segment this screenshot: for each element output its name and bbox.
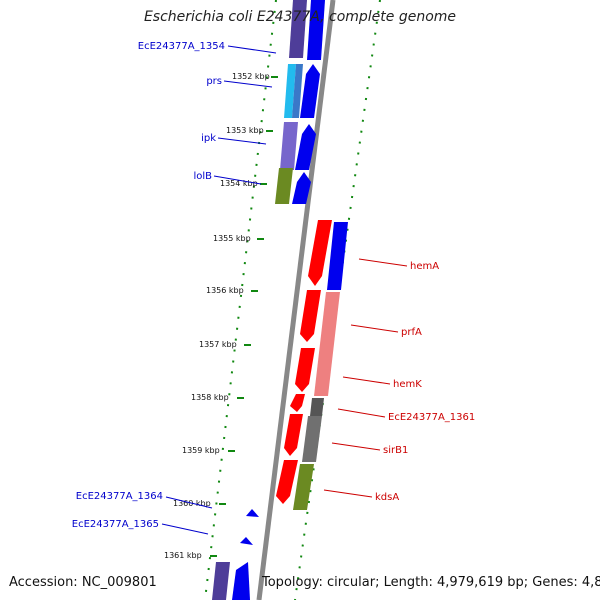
forward-arrows <box>232 0 325 600</box>
tick-labels: 1352 kbp 1353 kbp 1354 kbp 1355 kbp 1356… <box>164 72 270 560</box>
tick-label-1358: 1358 kbp <box>191 393 229 402</box>
gene-label-lolB[interactable]: lolB <box>193 171 212 182</box>
gene-box-ipk[interactable] <box>280 122 298 170</box>
tick-label-1361: 1361 kbp <box>164 551 202 560</box>
gene-arrow[interactable] <box>284 414 303 456</box>
gene-label-hemK[interactable]: hemK <box>393 379 422 390</box>
gene-label-EcE24377A_1354[interactable]: EcE24377A_1354 <box>138 41 225 52</box>
gene-arrow[interactable] <box>292 172 311 204</box>
forward-gene-labels: EcE24377A_1354 prs ipk lolB EcE24377A_13… <box>72 41 225 530</box>
gene-box-hemA[interactable] <box>327 222 348 290</box>
gene-label-EcE24377A_1365[interactable]: EcE24377A_1365 <box>72 519 159 530</box>
forward-boxes <box>212 0 307 600</box>
reverse-gene-labels: hemA prfA hemK EcE24377A_1361 sirB1 kdsA <box>375 261 475 503</box>
gene-label-ipk[interactable]: ipk <box>201 133 216 144</box>
reverse-leaders <box>323 258 408 498</box>
gene-arrow[interactable] <box>300 290 321 342</box>
gene-arrow[interactable] <box>307 0 325 60</box>
gene-box-lolB[interactable] <box>275 168 293 204</box>
gene-label-EcE24377A_1361[interactable]: EcE24377A_1361 <box>388 412 475 423</box>
gene-arrow[interactable] <box>295 348 315 392</box>
genome-backbone <box>256 0 336 600</box>
gene-arrow[interactable] <box>232 562 250 600</box>
gene-label-hemA[interactable]: hemA <box>410 261 439 272</box>
outer-dotted-ring <box>294 0 381 600</box>
genome-summary-text: Topology: circular; Length: 4,979,619 bp… <box>262 575 600 590</box>
tick-label-1353: 1353 kbp <box>226 126 264 135</box>
gene-arrow[interactable] <box>290 394 305 412</box>
accession-text: Accession: NC_009801 <box>9 575 157 590</box>
tick-label-1359: 1359 kbp <box>182 446 220 455</box>
gene-label-prs[interactable]: prs <box>206 76 222 87</box>
gene-label-kdsA[interactable]: kdsA <box>375 492 399 503</box>
tick-label-1354: 1354 kbp <box>220 179 258 188</box>
gene-box-prs-dark[interactable] <box>292 64 303 118</box>
gene-arrow[interactable] <box>246 509 259 517</box>
forward-leaders <box>161 45 277 535</box>
tick-label-1357: 1357 kbp <box>199 340 237 349</box>
gene-box-kdsA[interactable] <box>293 464 314 510</box>
gene-box-1361[interactable] <box>310 398 324 416</box>
tick-label-1355: 1355 kbp <box>213 234 251 243</box>
reverse-boxes <box>293 222 348 510</box>
gene-box-prfA[interactable] <box>314 292 340 396</box>
inner-dotted-ring <box>204 0 277 600</box>
gene-arrow[interactable] <box>240 537 253 545</box>
tick-label-1356: 1356 kbp <box>206 286 244 295</box>
reverse-arrows <box>276 220 332 504</box>
gene-label-prfA[interactable]: prfA <box>401 327 422 338</box>
gene-arrow[interactable] <box>300 64 320 118</box>
tick-label-1352: 1352 kbp <box>232 72 270 81</box>
gene-arrow[interactable] <box>295 124 316 170</box>
gene-box-sirB1[interactable] <box>302 416 322 462</box>
tick-marks <box>210 76 278 557</box>
gene-arrow[interactable] <box>276 460 298 504</box>
gene-box-1354[interactable] <box>289 0 307 58</box>
gene-label-EcE24377A_1364[interactable]: EcE24377A_1364 <box>76 491 163 502</box>
gene-label-sirB1[interactable]: sirB1 <box>383 445 408 456</box>
gene-box-bottom[interactable] <box>212 562 230 600</box>
gene-arrow[interactable] <box>308 220 332 286</box>
map-title: Escherichia coli E24377A, complete genom… <box>143 9 457 25</box>
